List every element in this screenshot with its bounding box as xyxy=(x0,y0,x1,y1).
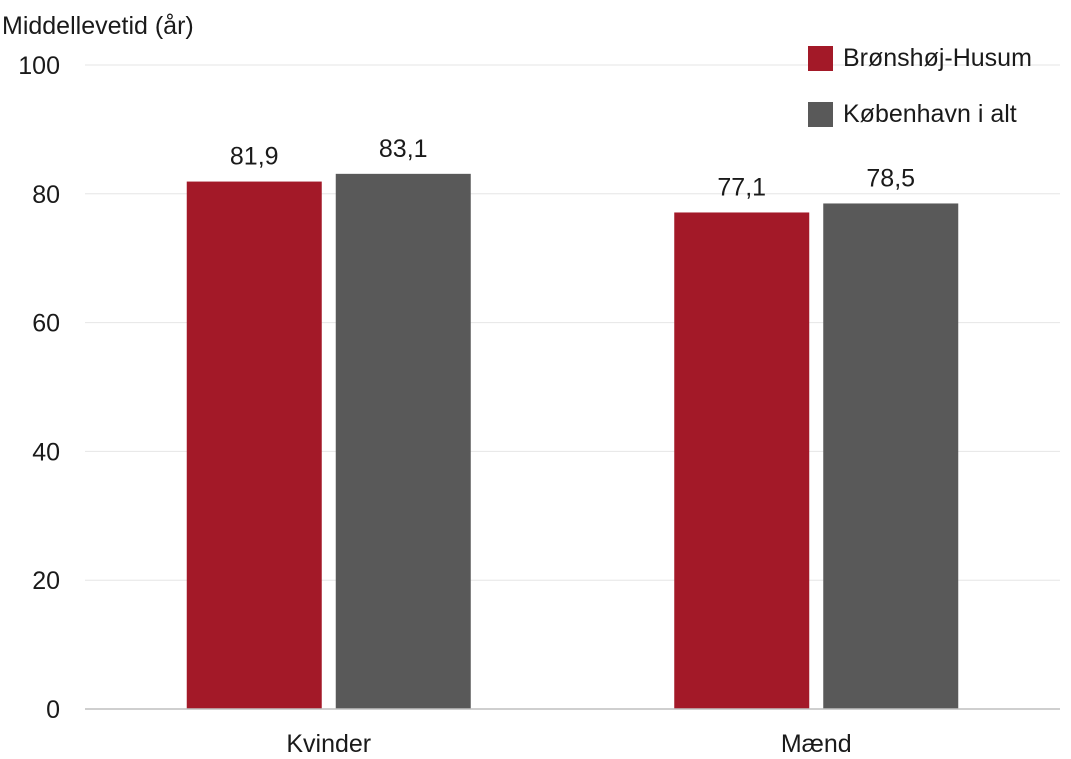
y-tick-label: 80 xyxy=(32,181,60,209)
y-tick-label: 100 xyxy=(18,52,60,80)
bar-bronshoj-husum xyxy=(186,181,322,710)
legend: Brønshøj-Husum København i alt xyxy=(808,44,1032,128)
y-tick-label: 40 xyxy=(32,438,60,466)
y-tick-label: 20 xyxy=(32,567,60,595)
data-label: 77,1 xyxy=(717,173,766,201)
legend-swatch xyxy=(808,46,833,71)
data-label: 83,1 xyxy=(379,135,428,163)
x-tick-label: Kvinder xyxy=(286,730,371,754)
bar-kobenhavn-i-alt xyxy=(823,203,959,709)
legend-label: København i alt xyxy=(843,100,1017,128)
y-tick-label: 0 xyxy=(46,696,60,724)
legend-swatch xyxy=(808,102,833,127)
data-labels: 81,9 83,1 77,1 78,5 xyxy=(230,135,915,202)
bars xyxy=(186,173,959,710)
bar-bronshoj-husum xyxy=(674,212,810,709)
y-axis-title: Middellevetid (år) xyxy=(2,12,194,40)
data-label: 81,9 xyxy=(230,143,279,171)
x-tick-label: Mænd xyxy=(781,730,852,754)
bar-kobenhavn-i-alt xyxy=(335,173,471,709)
y-tick-label: 60 xyxy=(32,310,60,338)
legend-label: Brønshøj-Husum xyxy=(843,44,1032,72)
data-label: 78,5 xyxy=(866,164,915,192)
axes: 0 20 40 60 80 100 Kvinder Mænd xyxy=(18,52,1060,758)
